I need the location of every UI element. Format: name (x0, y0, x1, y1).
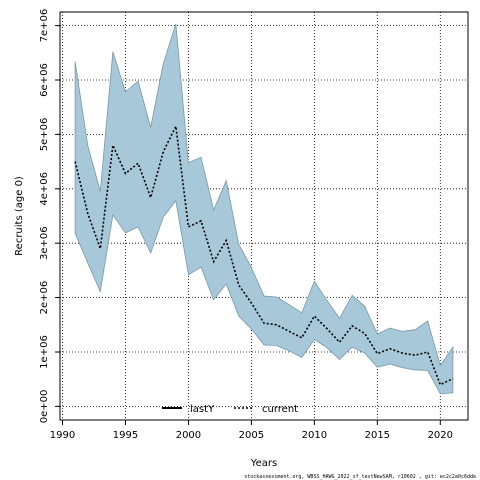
x-tick-label: 2015 (365, 430, 390, 441)
y-tick-label: 6e+06 (39, 63, 50, 97)
y-tick-label: 0e+00 (39, 390, 50, 424)
x-axis-title: Years (250, 458, 277, 469)
y-axis-title: Recruits (age 0) (14, 176, 25, 256)
y-tick-label: 4e+06 (39, 172, 50, 206)
legend-label-lasty: lastY (190, 404, 215, 415)
y-tick-label: 1e+06 (39, 335, 50, 369)
plot-frame (59, 11, 469, 421)
series-current-line (74, 123, 454, 386)
confidence-band (74, 23, 454, 395)
legend: lastY current (162, 404, 298, 415)
x-axis: 1990 1995 2000 2005 2010 2015 2020 (50, 420, 453, 441)
x-tick-label: 2005 (239, 430, 264, 441)
x-tick-label: 2020 (428, 430, 453, 441)
y-tick-label: 3e+06 (39, 226, 50, 260)
x-tick-label: 1990 (50, 430, 75, 441)
x-tick-label: 1995 (113, 430, 138, 441)
y-tick-label: 5e+06 (39, 118, 50, 152)
y-tick-label: 7e+06 (39, 9, 50, 43)
x-tick-label: 2010 (302, 430, 327, 441)
legend-label-current: current (262, 404, 298, 415)
y-axis: 0e+00 1e+06 2e+06 3e+06 4e+06 5e+06 6e+06 7e+06 (39, 9, 60, 423)
x-tick-label: 2000 (176, 430, 201, 441)
footnote: stockassessment.org, WBSS_HAWG_2022_sf_t… (244, 474, 476, 480)
y-tick-label: 2e+06 (39, 281, 50, 315)
